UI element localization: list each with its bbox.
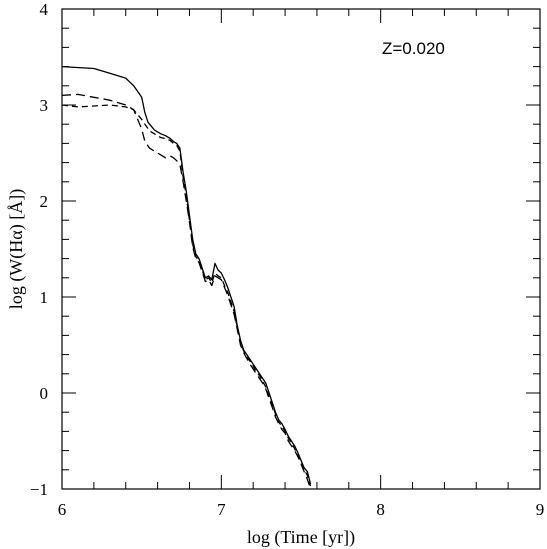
x-tick-label: 7 xyxy=(217,500,226,519)
y-tick-label: 3 xyxy=(40,96,49,115)
x-axis-title: log (Time [yr]) xyxy=(247,527,355,548)
x-tick-label: 6 xyxy=(58,500,67,519)
series-layer xyxy=(62,65,312,489)
tick-labels: 6 7 8 9 −1 0 1 2 3 4 xyxy=(30,0,544,519)
series-line-dashed xyxy=(62,104,312,487)
y-tick-label: 2 xyxy=(40,192,49,211)
y-tick-label: 4 xyxy=(40,0,49,19)
x-tick-label: 9 xyxy=(536,500,545,519)
annotation-label: Z=0.020 xyxy=(382,39,445,58)
y-tick-label: 1 xyxy=(40,288,49,307)
plot-frame xyxy=(61,8,541,490)
series-line-long-dashed xyxy=(62,93,312,489)
y-tick-label: 0 xyxy=(40,384,49,403)
y-axis-title: log (W(Hα) [Å]) xyxy=(6,189,27,309)
x-tick-label: 8 xyxy=(376,500,385,519)
y-tick-label: −1 xyxy=(30,480,48,499)
series-line-solid xyxy=(62,65,312,485)
